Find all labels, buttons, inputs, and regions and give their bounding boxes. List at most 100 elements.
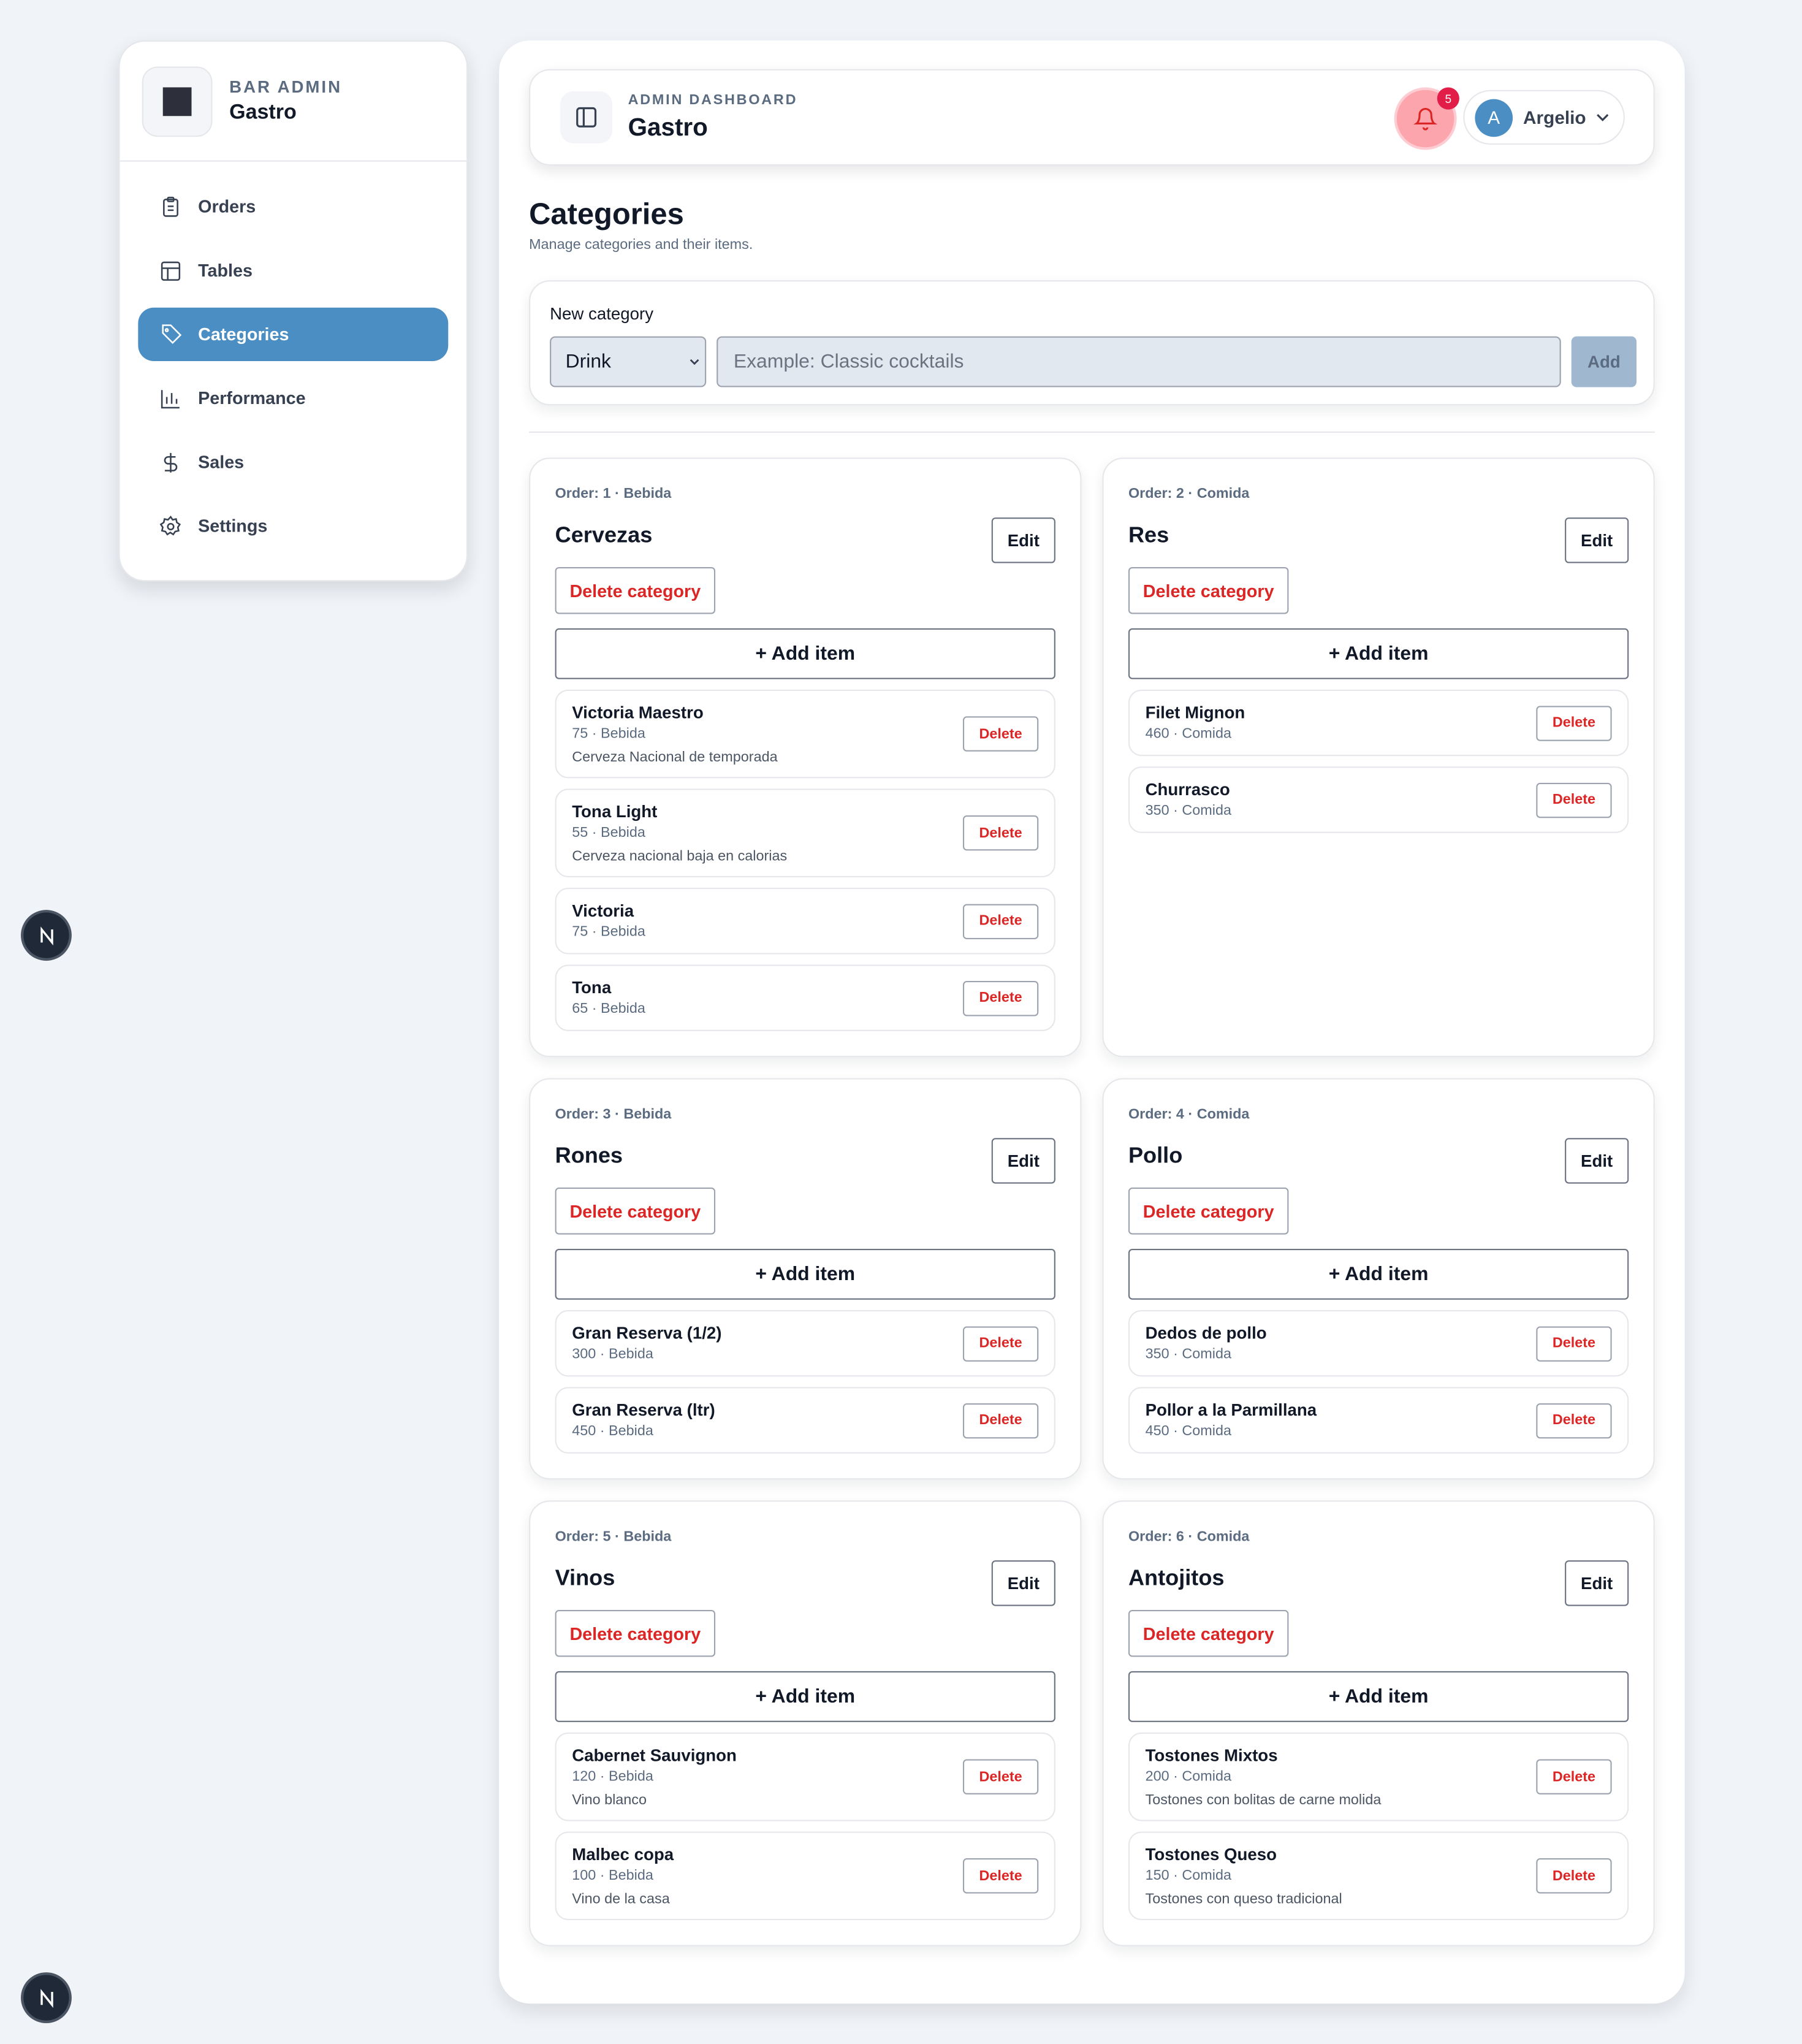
delete-item-button[interactable]: Delete [962, 1759, 1039, 1794]
page-title: Categories [529, 197, 684, 231]
delete-item-button[interactable]: Delete [962, 980, 1039, 1016]
item-description: Vino de la casa [572, 1891, 670, 1907]
item-row: Pollor a la Parmillana 450 · Comida Delete [1128, 1387, 1629, 1454]
add-item-button[interactable]: + Add item [555, 1248, 1055, 1300]
delete-item-button[interactable]: Delete [962, 716, 1039, 752]
add-item-button[interactable]: + Add item [555, 1671, 1055, 1722]
delete-item-button[interactable]: Delete [962, 1325, 1039, 1361]
item-meta: 150 · Comida [1145, 1867, 1231, 1884]
item-name: Victoria [572, 901, 634, 921]
delete-category-button[interactable]: Delete category [555, 1188, 716, 1235]
add-item-button[interactable]: + Add item [1128, 1248, 1629, 1300]
nav-item[interactable]: Sales [138, 435, 448, 489]
nav-label: Performance [198, 388, 306, 408]
delete-category-button[interactable]: Delete category [1128, 1188, 1289, 1235]
dev-indicator[interactable] [23, 1975, 69, 2021]
delete-item-button[interactable]: Delete [962, 903, 1039, 939]
add-item-button[interactable]: + Add item [1128, 1671, 1629, 1722]
category-name: Res [1128, 522, 1169, 548]
category-card: Order: 5 · Bebida Vinos Edit Delete categor… [529, 1500, 1082, 1947]
delete-item-button[interactable]: Delete [1536, 1858, 1612, 1894]
item-meta: 450 · Bebida [572, 1423, 653, 1440]
avatar: A [1475, 98, 1513, 137]
edit-button[interactable]: Edit [991, 1560, 1055, 1606]
item-name: Gran Reserva (1/2) [572, 1323, 722, 1343]
item-meta: 55 · Bebida [572, 825, 645, 841]
user-menu[interactable]: A Argelio [1463, 90, 1625, 145]
nav-icon [163, 196, 178, 216]
page-subtitle: Manage categories and their items. [529, 237, 753, 253]
item-meta: 450 · Comida [1145, 1423, 1231, 1440]
nav-item[interactable]: Settings [138, 499, 448, 552]
nav-label: Orders [198, 197, 256, 216]
item-row: Cabernet Sauvignon 120 · Bebida Vino blanc… [555, 1732, 1055, 1821]
edit-button[interactable]: Edit [1565, 1560, 1629, 1606]
delete-item-button[interactable]: Delete [962, 815, 1039, 851]
delete-category-button[interactable]: Delete category [1128, 566, 1289, 614]
item-name: Cabernet Sauvignon [572, 1745, 737, 1766]
dev-indicator[interactable] [23, 912, 69, 958]
delete-category-button[interactable]: Delete category [1128, 1609, 1289, 1657]
delete-category-button[interactable]: Delete category [555, 566, 716, 614]
item-row: Tostones Mixtos 200 · Comida Tostones con … [1128, 1732, 1629, 1821]
nav-label: Tables [198, 261, 253, 281]
delete-item-button[interactable]: Delete [1536, 782, 1612, 818]
delete-item-button[interactable]: Delete [1536, 1325, 1612, 1361]
nav-item[interactable]: Tables [138, 244, 448, 297]
nav-icon [162, 324, 182, 343]
item-name: Filet Mignon [1145, 703, 1245, 722]
item-meta: 350 · Comida [1145, 1346, 1231, 1362]
edit-button[interactable]: Edit [1565, 1138, 1629, 1184]
category-card: Order: 2 · Comida Res Edit Delete category +… [1102, 457, 1655, 1058]
notifications[interactable]: 5 [1396, 87, 1459, 148]
nav-item[interactable]: Categories [138, 307, 449, 361]
delete-item-button[interactable]: Delete [1536, 1402, 1612, 1438]
item-description: Tostones con bolitas de carne molida [1145, 1792, 1382, 1809]
item-meta: 120 · Bebida [572, 1769, 653, 1785]
add-item-button[interactable]: + Add item [555, 628, 1055, 679]
item-description: Tostones con queso tradicional [1145, 1891, 1342, 1907]
delete-item-button[interactable]: Delete [962, 1858, 1039, 1894]
edit-button[interactable]: Edit [991, 517, 1055, 563]
brand-kicker: BAR ADMIN [229, 77, 343, 97]
nav-icon [161, 261, 181, 280]
nav-label: Sales [198, 452, 245, 472]
sidebar-toggle[interactable] [560, 91, 613, 143]
name-input[interactable]: Example: Classic cocktails [717, 336, 1561, 387]
brand: BAR ADMIN Gastro [120, 42, 467, 162]
item-name: Tostones Mixtos [1145, 1745, 1278, 1766]
item-row: Dedos de pollo 350 · Comida Delete [1128, 1310, 1629, 1377]
item-row: Gran Reserva (1/2) 300 · Bebida Delete [555, 1310, 1055, 1377]
type-select[interactable]: Drink [550, 336, 707, 387]
item-name: Tostones Queso [1145, 1844, 1277, 1864]
header-title: Gastro [628, 115, 708, 142]
category-name: Cervezas [555, 522, 653, 548]
delete-item-button[interactable]: Delete [1536, 1759, 1612, 1794]
add-button[interactable]: Add [1571, 336, 1637, 387]
delete-item-button[interactable]: Delete [962, 1402, 1039, 1438]
select-value: Drink [565, 350, 612, 373]
item-description: Cerveza Nacional de temporada [572, 749, 778, 766]
nav-label: Categories [198, 324, 289, 345]
nav: Orders Tables Categories Performance Sales Se… [120, 162, 466, 582]
category-card: Order: 6 · Comida Antojitos Edit Delete cat… [1102, 1500, 1655, 1947]
nav-icon [161, 389, 180, 408]
delete-category-button[interactable]: Delete category [555, 1609, 716, 1657]
edit-button[interactable]: Edit [1565, 517, 1629, 563]
add-item-button[interactable]: + Add item [1128, 628, 1629, 679]
edit-button[interactable]: Edit [991, 1138, 1055, 1184]
category-meta: Order: 2 · Comida [1128, 486, 1250, 502]
item-meta: 75 · Bebida [572, 924, 645, 940]
nav-item[interactable]: Performance [138, 372, 448, 425]
category-card: Order: 4 · Comida Pollo Edit Delete categor… [1102, 1078, 1655, 1480]
item-name: Churrasco [1145, 779, 1230, 799]
item-row: Victoria Maestro 75 · Bebida Cerveza Nacio… [555, 689, 1055, 779]
category-grid: Order: 1 · Bebida Cervezas Edit Delete cate… [529, 457, 1655, 1947]
delete-item-button[interactable]: Delete [1536, 705, 1612, 741]
nav-item[interactable]: Orders [138, 180, 448, 233]
category-name: Pollo [1128, 1143, 1183, 1169]
item-row: Churrasco 350 · Comida Delete [1128, 766, 1629, 833]
item-row: Tostones Queso 150 · Comida Tostones con q… [1128, 1831, 1629, 1921]
category-meta: Order: 1 · Bebida [555, 486, 672, 502]
